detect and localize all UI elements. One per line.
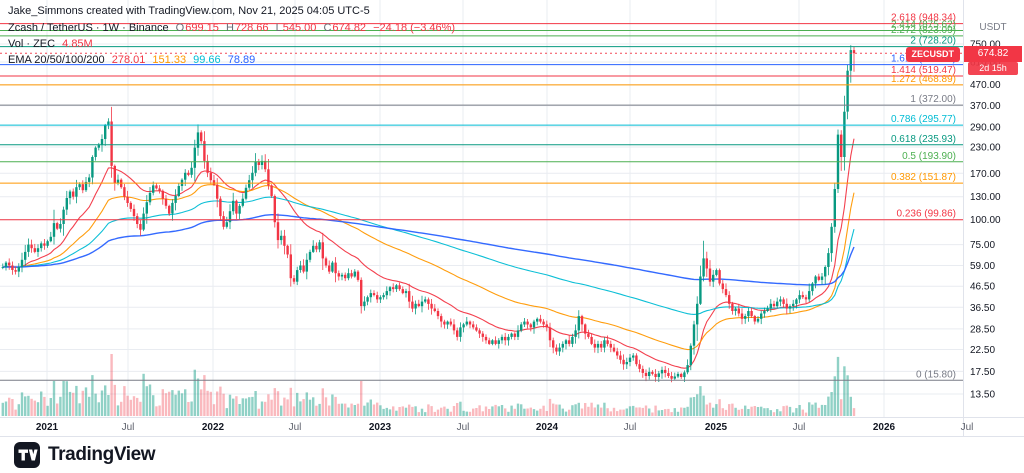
- price-tick-label: 100.00: [970, 215, 1001, 226]
- last-price-label: 674.82: [964, 46, 1022, 62]
- time-tick-label: Jul: [122, 422, 135, 433]
- symbol-legend-row[interactable]: Zcash / TetherUS · 1W · Binance O699.15 …: [8, 21, 459, 36]
- ema-label: EMA 20/50/100/200: [8, 54, 105, 66]
- price-tick-label: 59.00: [970, 261, 995, 272]
- price-tick-label: 470.00: [970, 80, 1001, 91]
- fib-label[interactable]: 0.786 (295.77): [891, 114, 956, 125]
- time-tick-label: 2021: [36, 422, 59, 433]
- fib-label[interactable]: 0.382 (151.87): [891, 172, 956, 183]
- ema20-line: [2, 138, 855, 369]
- fib-label[interactable]: 1.272 (468.89): [891, 74, 956, 85]
- fib-label[interactable]: 1.414 (519.47): [891, 65, 956, 76]
- price-tick-label: 230.00: [970, 143, 1001, 154]
- fib-layer[interactable]: 2.618 (948.34)2.414 (875.62)2.272 (823.0…: [0, 13, 963, 381]
- symbol-title: Zcash / TetherUS · 1W · Binance: [8, 22, 169, 34]
- time-tick-label: 2026: [873, 422, 896, 433]
- ohlc-open: O699.15: [175, 22, 219, 34]
- ohlc-high: H728.66: [225, 22, 269, 34]
- price-tick-label: 290.00: [970, 122, 1001, 133]
- price-tick-label: 13.50: [970, 390, 995, 401]
- price-tick-label: 750.00: [970, 40, 1001, 51]
- ema50-value: 151.33: [152, 54, 187, 66]
- axis-currency-label: USDT: [979, 22, 1006, 33]
- ema50-line: [2, 184, 855, 351]
- price-tick-label: 17.50: [970, 367, 995, 378]
- fib-label[interactable]: 0.618 (235.93): [891, 134, 956, 145]
- time-axis[interactable]: 2021 Jul 2022 Jul 2023 Jul 2024 Jul 2025 Jul 2026 J…: [0, 417, 1024, 437]
- close-value: 674.82: [332, 22, 367, 34]
- ema200-value: 78.89: [227, 54, 256, 66]
- tradingview-logo[interactable]: TradingView: [14, 442, 156, 468]
- attribution: Jake_Simmons created with TradingView.co…: [8, 5, 370, 17]
- price-tick-label: 170.00: [970, 169, 1001, 180]
- ema-legend-row[interactable]: EMA 20/50/100/200 278.01 151.33 99.66 78…: [8, 53, 459, 68]
- time-tick-label: 2022: [202, 422, 225, 433]
- price-tick-label: 370.00: [970, 101, 1001, 112]
- fib-label[interactable]: 2.414 (875.62): [891, 20, 956, 31]
- bar-countdown-label: 2d 15h: [968, 62, 1018, 75]
- fib-label[interactable]: 0.236 (99.86): [897, 209, 957, 220]
- symbol-badge: ZECUSDT: [905, 47, 960, 62]
- ema100-value: 99.66: [193, 54, 221, 66]
- fib-label[interactable]: 2.272 (823.09): [891, 25, 956, 36]
- volume-value: 4.85M: [62, 38, 93, 50]
- price-tick-label: 28.50: [970, 324, 995, 335]
- time-tick-label: Jul: [289, 422, 302, 433]
- time-tick-label: Jul: [624, 422, 637, 433]
- fib-label[interactable]: 0 (15.80): [916, 369, 956, 380]
- ohlc-low: L545.00: [275, 22, 317, 34]
- ohlc-close: C674.82: [323, 22, 367, 34]
- price-tick-label: 130.00: [970, 192, 1001, 203]
- price-tick-label: 46.50: [970, 282, 995, 293]
- volume-label: Vol · ZEC: [8, 38, 56, 50]
- legend: Zcash / TetherUS · 1W · Binance O699.15 …: [8, 21, 459, 69]
- fib-label[interactable]: 2 (728.20): [910, 36, 956, 47]
- low-value: 545.00: [282, 22, 317, 34]
- candles-layer: [1, 45, 856, 383]
- volume-layer: [1, 354, 856, 416]
- price-tick-label: 75.00: [970, 240, 995, 251]
- open-value: 699.15: [185, 22, 219, 34]
- high-value: 728.66: [234, 22, 269, 34]
- time-tick-label: 2024: [536, 422, 559, 433]
- time-tick-label: Jul: [457, 422, 470, 433]
- tradingview-logo-icon: [14, 442, 40, 468]
- time-tick-label: 2023: [369, 422, 392, 433]
- price-tick-label: 22.50: [970, 345, 995, 356]
- time-tick-label: 2025: [705, 422, 728, 433]
- volume-legend-row[interactable]: Vol · ZEC 4.85M: [8, 37, 459, 52]
- fib-label[interactable]: 0.5 (193.90): [902, 151, 956, 162]
- time-tick-label: Jul: [793, 422, 806, 433]
- price-chart[interactable]: 2.618 (948.34)2.414 (875.62)2.272 (823.0…: [0, 0, 1024, 437]
- tradingview-wordmark: TradingView: [48, 444, 156, 465]
- price-tick-label: 36.50: [970, 303, 995, 314]
- ema20-value: 278.01: [111, 54, 146, 66]
- change-value: −24.18 (−3.46%): [373, 22, 456, 34]
- fib-label[interactable]: 2.618 (948.34): [891, 13, 956, 24]
- ema200-line: [2, 213, 855, 286]
- time-tick-label: Jul: [961, 422, 974, 433]
- fib-label[interactable]: 1 (372.00): [910, 94, 956, 105]
